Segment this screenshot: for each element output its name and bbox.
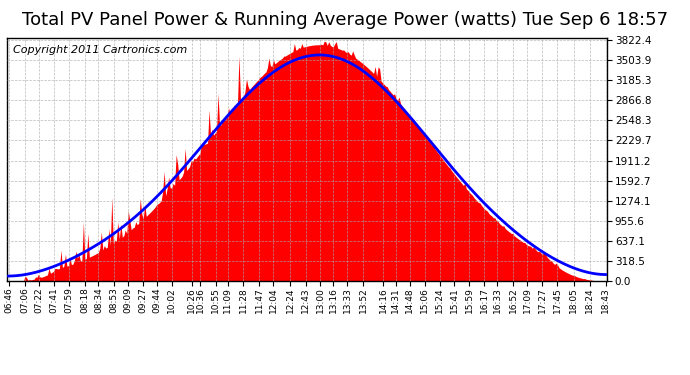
Text: Total PV Panel Power & Running Average Power (watts) Tue Sep 6 18:57: Total PV Panel Power & Running Average P… [22,11,668,29]
Text: Copyright 2011 Cartronics.com: Copyright 2011 Cartronics.com [13,45,187,55]
